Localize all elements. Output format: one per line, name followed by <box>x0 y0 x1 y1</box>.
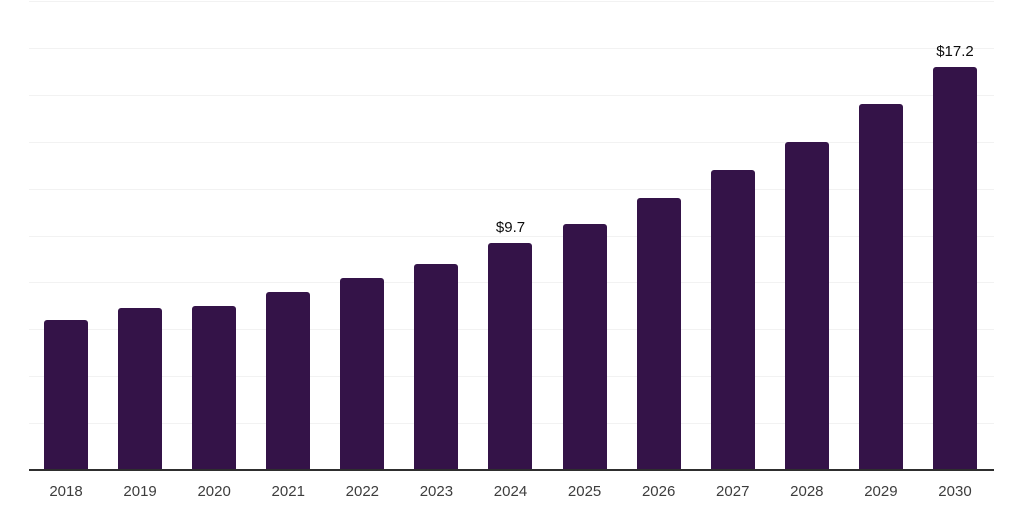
gridline-12 <box>29 188 994 190</box>
x-tick-2019: 2019 <box>123 483 157 500</box>
bar-2026 <box>636 198 681 470</box>
bar-2025 <box>562 223 607 470</box>
bar-2028 <box>784 141 829 470</box>
x-tick-2023: 2023 <box>419 483 454 500</box>
bar-2024 <box>488 242 533 470</box>
gridline-16 <box>29 94 994 96</box>
x-tick-2020: 2020 <box>197 483 231 500</box>
x-tick-2027: 2027 <box>716 483 750 500</box>
bar-2030 <box>932 66 977 470</box>
bar-2021 <box>266 291 311 470</box>
x-tick-2025: 2025 <box>567 483 602 500</box>
bar-2029 <box>858 104 903 470</box>
bar-2027 <box>710 169 755 470</box>
x-tick-2030: 2030 <box>938 483 972 500</box>
x-tick-2021: 2021 <box>271 483 305 500</box>
bar-2022 <box>340 277 385 470</box>
x-axis-labels: 2018 2019 2020 2021 2022 2023 2024 2025 2026 2027… <box>0 483 1024 503</box>
gridline-10 <box>29 235 994 237</box>
x-tick-2029: 2029 <box>864 483 898 500</box>
bar-2019 <box>118 308 163 470</box>
x-tick-2024: 2024 <box>493 483 528 500</box>
bar-2023 <box>414 263 459 470</box>
gridline-18 <box>29 48 994 50</box>
gridline-20 <box>29 1 994 3</box>
value-label-2030: $17.2 <box>936 42 974 60</box>
x-tick-2028: 2028 <box>790 483 824 500</box>
bar-2018 <box>44 319 88 470</box>
x-axis-line <box>29 469 994 471</box>
x-tick-2022: 2022 <box>345 483 380 500</box>
gridline-14 <box>29 141 994 143</box>
plot-area: $9.7 $17.2 <box>29 0 994 471</box>
x-tick-2026: 2026 <box>641 483 676 500</box>
bar-2020 <box>192 305 237 470</box>
value-label-2024: $9.7 <box>495 218 526 236</box>
x-tick-2018: 2018 <box>49 483 83 500</box>
